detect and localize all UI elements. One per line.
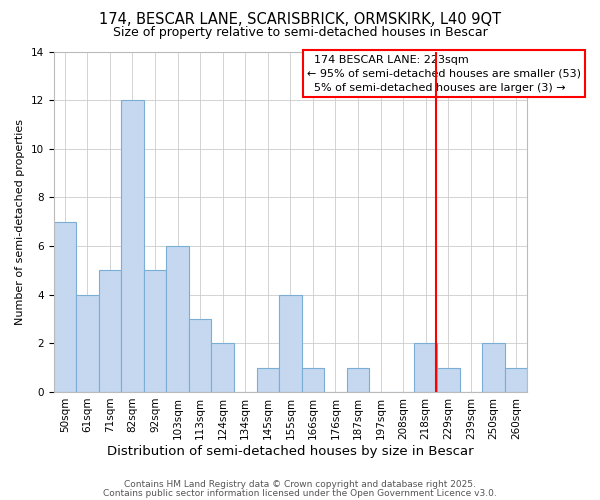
Text: 174, BESCAR LANE, SCARISBRICK, ORMSKIRK, L40 9QT: 174, BESCAR LANE, SCARISBRICK, ORMSKIRK,…: [99, 12, 501, 28]
Bar: [505, 368, 527, 392]
Bar: [211, 344, 234, 392]
Bar: [166, 246, 189, 392]
Y-axis label: Number of semi-detached properties: Number of semi-detached properties: [15, 118, 25, 324]
Bar: [302, 368, 324, 392]
Bar: [257, 368, 279, 392]
Text: Contains HM Land Registry data © Crown copyright and database right 2025.: Contains HM Land Registry data © Crown c…: [124, 480, 476, 489]
Text: Contains public sector information licensed under the Open Government Licence v3: Contains public sector information licen…: [103, 489, 497, 498]
Bar: [347, 368, 370, 392]
Bar: [76, 294, 98, 392]
Bar: [482, 344, 505, 392]
Bar: [189, 319, 211, 392]
Bar: [98, 270, 121, 392]
Text: Size of property relative to semi-detached houses in Bescar: Size of property relative to semi-detach…: [113, 26, 487, 39]
Bar: [415, 344, 437, 392]
Bar: [53, 222, 76, 392]
X-axis label: Distribution of semi-detached houses by size in Bescar: Distribution of semi-detached houses by …: [107, 444, 473, 458]
Bar: [121, 100, 144, 392]
Bar: [279, 294, 302, 392]
Text: 174 BESCAR LANE: 223sqm
← 95% of semi-detached houses are smaller (53)
  5% of s: 174 BESCAR LANE: 223sqm ← 95% of semi-de…: [307, 55, 581, 93]
Bar: [144, 270, 166, 392]
Bar: [437, 368, 460, 392]
